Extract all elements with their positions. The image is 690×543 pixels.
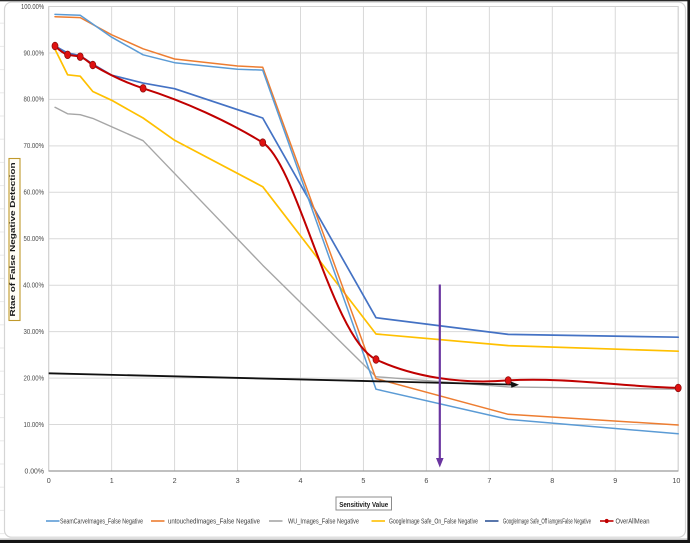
svg-text:GoogleImage Safe_Off iamgesFal: GoogleImage Safe_Off iamgesFalse Negativ… (503, 518, 591, 525)
svg-text:7: 7 (487, 476, 491, 485)
svg-text:8: 8 (550, 476, 554, 485)
svg-text:2: 2 (173, 476, 177, 485)
svg-text:SeamCarveImages_False Negative: SeamCarveImages_False Negative (60, 518, 143, 525)
svg-text:untouchedImages_False Negative: untouchedImages_False Negative (168, 518, 260, 525)
svg-text:OverAllMean: OverAllMean (616, 518, 650, 525)
svg-text:0: 0 (47, 476, 51, 485)
svg-text:40.00%: 40.00% (23, 283, 44, 290)
svg-text:80.00%: 80.00% (24, 97, 45, 104)
svg-text:100.00%: 100.00% (21, 4, 44, 11)
svg-text:10.00%: 10.00% (24, 422, 45, 429)
svg-text:9: 9 (613, 476, 617, 485)
svg-text:50.00%: 50.00% (24, 236, 45, 243)
svg-text:6: 6 (424, 476, 428, 485)
svg-text:1: 1 (110, 476, 114, 485)
svg-text:30.00%: 30.00% (24, 329, 45, 336)
svg-text:0.00%: 0.00% (25, 468, 45, 475)
svg-text:90.00%: 90.00% (24, 50, 45, 57)
svg-text:3: 3 (236, 476, 240, 485)
svg-text:WU_Images_False Negative: WU_Images_False Negative (288, 518, 359, 525)
svg-text:Rtae of False Negative Detect: Rtae of False Negative Detection (8, 163, 17, 317)
svg-text:4: 4 (299, 476, 303, 485)
svg-text:20.00%: 20.00% (24, 375, 45, 382)
svg-text:60.00%: 60.00% (24, 190, 45, 197)
svg-text:5: 5 (361, 476, 365, 485)
svg-text:10: 10 (672, 476, 680, 485)
svg-text:GoogleImage Safe_On_False Nega: GoogleImage Safe_On_False Negative (389, 518, 478, 525)
svg-text:70.00%: 70.00% (24, 143, 45, 150)
svg-text:Sensitivity Value: Sensitivity Value (339, 500, 388, 509)
